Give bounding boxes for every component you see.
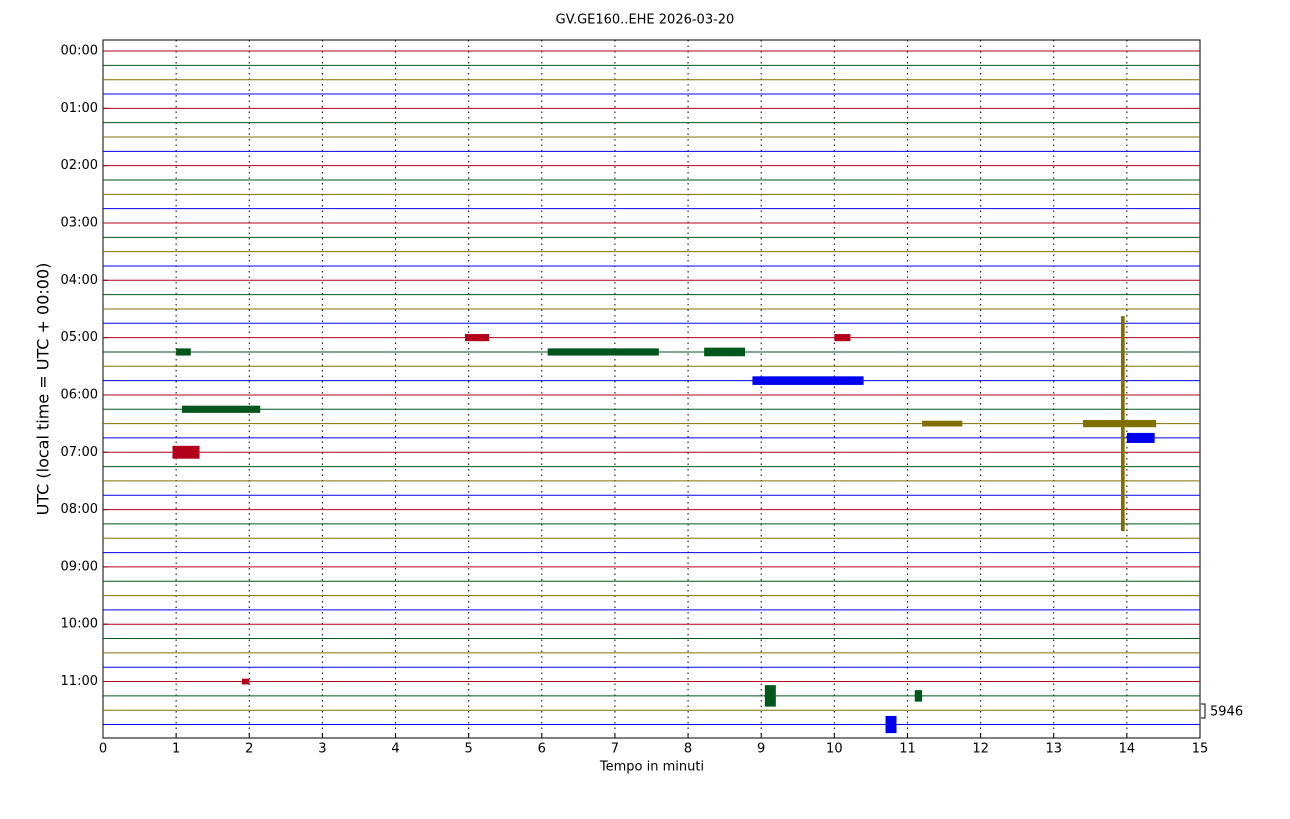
seismic-burst [1121,316,1125,532]
x-tick-label: 13 [1045,742,1062,757]
x-tick-label: 9 [757,742,765,757]
seismic-burst [172,445,200,459]
seismic-burst [176,348,191,356]
seismic-burst [834,334,851,342]
seismic-burst [885,715,897,734]
seismic-burst [547,348,659,356]
y-tick-label: 03:00 [61,215,98,230]
seismic-burst [764,685,776,707]
seismic-burst [704,347,746,357]
y-axis-label: UTC (local time = UTC + 00:00) [34,263,53,516]
seismic-burst [752,376,864,385]
y-tick-label: 02:00 [61,158,98,173]
x-tick-label: 10 [826,742,843,757]
x-tick-label: 1 [172,742,180,757]
plot-frame [102,39,1201,739]
y-tick-label: 07:00 [61,445,98,460]
seismic-burst [1082,420,1157,428]
x-tick-label: 5 [465,742,473,757]
scale-bracket [1201,703,1206,719]
x-tick-label: 3 [318,742,326,757]
x-tick-label: 11 [899,742,916,757]
seismic-burst [914,690,923,702]
x-tick-label: 2 [245,742,253,757]
y-tick-label: 04:00 [61,273,98,288]
y-tick-label: 06:00 [61,387,98,402]
x-tick-label: 8 [684,742,692,757]
y-tick-label: 00:00 [61,44,98,59]
seismic-burst [1126,432,1155,443]
x-tick-label: 0 [99,742,107,757]
x-axis-label: Tempo in minuti [599,760,704,775]
x-tick-label: 6 [538,742,546,757]
seismic-burst [922,420,963,427]
seismic-burst [241,678,250,685]
y-tick-label: 08:00 [61,502,98,517]
y-tick-label: 11:00 [61,674,98,689]
y-tick-label: 09:00 [61,559,98,574]
x-tick-label: 14 [1119,742,1136,757]
scale-label: 5946 [1210,705,1243,720]
seismic-burst [465,334,490,342]
y-tick-label: 01:00 [61,101,98,116]
seismic-burst [181,405,261,413]
y-tick-label: 05:00 [61,330,98,345]
x-tick-label: 15 [1192,742,1209,757]
x-tick-label: 7 [611,742,619,757]
x-tick-label: 12 [972,742,989,757]
x-tick-label: 4 [391,742,399,757]
chart-title: GV.GE160..EHE 2026-03-20 [556,13,735,28]
y-tick-label: 10:00 [61,617,98,632]
